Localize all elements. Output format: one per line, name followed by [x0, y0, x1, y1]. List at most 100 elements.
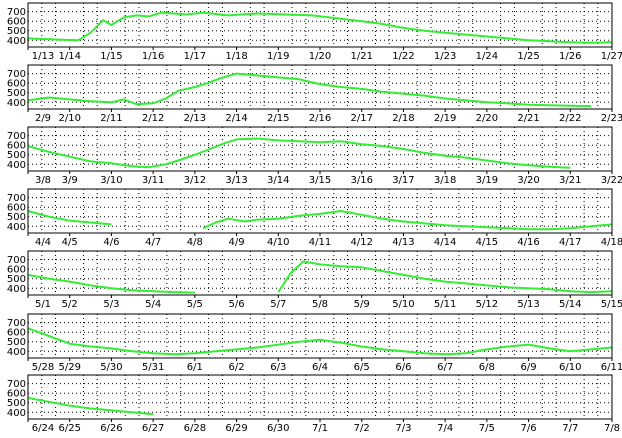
- y-tick-label: 700: [7, 255, 26, 266]
- x-tick-label: 1/23: [434, 51, 456, 62]
- x-tick-label: 1/19: [267, 51, 289, 62]
- y-tick-label: 600: [7, 79, 26, 90]
- x-tick-label: 3/13: [225, 175, 247, 186]
- x-tick-label: 6/29: [225, 423, 247, 434]
- x-tick-label: 2/12: [142, 113, 164, 124]
- x-tick-label: 3/10: [100, 175, 122, 186]
- y-tick-label: 500: [7, 274, 26, 285]
- x-tick-label: 6/27: [142, 423, 164, 434]
- series-line-1: [27, 327, 613, 356]
- x-tick-label: 7/3: [395, 423, 411, 434]
- x-tick-label: 3/11: [142, 175, 164, 186]
- x-tick-label: 5/13: [517, 299, 539, 310]
- x-tick-label: 7/6: [521, 423, 537, 434]
- series-line-1: [27, 137, 571, 169]
- y-tick-label: 600: [7, 141, 26, 152]
- x-tick-label: 3/22: [601, 175, 622, 186]
- x-tick-label: 5/31: [142, 362, 164, 373]
- x-tick-label: 3/12: [184, 175, 206, 186]
- x-tick-label: 4/10: [267, 237, 289, 248]
- x-tick-label: 1/18: [225, 51, 247, 62]
- x-tick-label: 6/9: [521, 362, 537, 373]
- x-tick-label: 6/1: [187, 362, 203, 373]
- y-tick-label: 700: [7, 379, 26, 390]
- x-tick-label: 1/17: [184, 51, 206, 62]
- y-tick-label: 400: [7, 284, 26, 295]
- x-tick-label: 1/24: [476, 51, 498, 62]
- y-tick-label: 700: [7, 318, 26, 329]
- x-tick-label: 1/16: [142, 51, 164, 62]
- x-tick-label: 1/20: [309, 51, 331, 62]
- x-tick-label: 4/9: [229, 237, 245, 248]
- x-tick-label: 7/7: [562, 423, 578, 434]
- x-tick-label: 3/15: [309, 175, 331, 186]
- y-tick-label: 700: [7, 7, 26, 18]
- x-tick-label: 3/14: [267, 175, 289, 186]
- y-tick-label: 400: [7, 160, 26, 171]
- x-tick-label: 6/24: [32, 423, 54, 434]
- y-tick-label: 500: [7, 398, 26, 409]
- x-tick-label: 4/17: [559, 237, 581, 248]
- series-line-1: [27, 397, 154, 416]
- y-tick-label: 500: [7, 150, 26, 161]
- x-tick-label: 1/27: [601, 51, 622, 62]
- x-tick-label: 7/2: [354, 423, 370, 434]
- series-line-2: [202, 210, 613, 231]
- x-tick-label: 2/19: [434, 113, 456, 124]
- x-tick-label: 6/30: [267, 423, 289, 434]
- x-tick-label: 5/5: [187, 299, 203, 310]
- x-tick-label: 4/6: [103, 237, 119, 248]
- x-tick-label: 3/9: [62, 175, 78, 186]
- series-line-1: [27, 11, 613, 44]
- x-tick-label: 2/13: [184, 113, 206, 124]
- x-tick-label: 2/23: [601, 113, 622, 124]
- y-tick-label: 500: [7, 26, 26, 37]
- series-line-1: [27, 273, 195, 294]
- x-tick-label: 4/5: [62, 237, 78, 248]
- x-tick-label: 2/9: [35, 113, 51, 124]
- x-tick-label: 5/10: [392, 299, 414, 310]
- series-line-1: [27, 72, 592, 108]
- x-tick-label: 5/6: [229, 299, 245, 310]
- x-tick-label: 6/25: [58, 423, 80, 434]
- x-tick-label: 3/8: [35, 175, 51, 186]
- x-tick-label: 1/15: [100, 51, 122, 62]
- x-tick-label: 6/6: [395, 362, 411, 373]
- y-tick-label: 600: [7, 203, 26, 214]
- x-tick-label: 2/17: [350, 113, 372, 124]
- x-tick-label: 5/1: [35, 299, 51, 310]
- x-tick-label: 2/14: [225, 113, 247, 124]
- y-tick-label: 700: [7, 193, 26, 204]
- x-tick-label: 5/30: [100, 362, 122, 373]
- x-tick-label: 2/10: [58, 113, 80, 124]
- x-tick-label: 1/26: [559, 51, 581, 62]
- x-tick-label: 1/13: [32, 51, 54, 62]
- x-tick-label: 1/22: [392, 51, 414, 62]
- x-tick-label: 5/2: [62, 299, 78, 310]
- x-tick-label: 7/1: [312, 423, 328, 434]
- x-tick-label: 5/12: [476, 299, 498, 310]
- x-tick-label: 2/15: [267, 113, 289, 124]
- x-tick-label: 3/21: [559, 175, 581, 186]
- x-tick-label: 6/8: [479, 362, 495, 373]
- x-tick-label: 2/18: [392, 113, 414, 124]
- x-tick-label: 5/4: [145, 299, 161, 310]
- x-tick-label: 7/8: [604, 423, 620, 434]
- x-tick-label: 6/28: [184, 423, 206, 434]
- y-tick-label: 700: [7, 131, 26, 142]
- x-tick-label: 4/12: [350, 237, 372, 248]
- x-tick-label: 5/7: [270, 299, 286, 310]
- x-tick-label: 4/15: [476, 237, 498, 248]
- series-line-2: [277, 260, 613, 294]
- x-tick-label: 5/14: [559, 299, 581, 310]
- x-tick-label: 6/3: [270, 362, 286, 373]
- series-line-1: [27, 210, 112, 226]
- x-tick-label: 5/9: [354, 299, 370, 310]
- y-tick-label: 400: [7, 222, 26, 233]
- x-tick-label: 2/22: [559, 113, 581, 124]
- x-tick-label: 5/3: [103, 299, 119, 310]
